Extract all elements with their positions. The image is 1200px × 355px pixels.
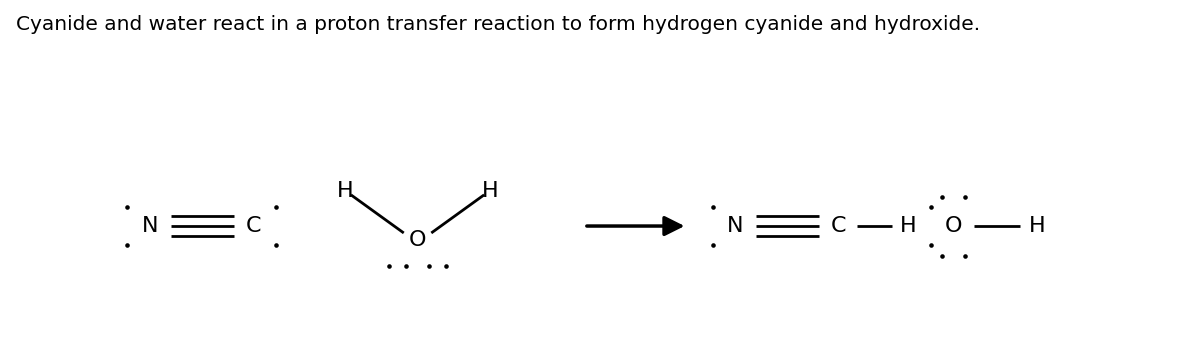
Text: H: H bbox=[481, 181, 498, 201]
Text: Cyanide and water react in a proton transfer reaction to form hydrogen cyanide a: Cyanide and water react in a proton tran… bbox=[16, 15, 979, 34]
Text: H: H bbox=[337, 181, 354, 201]
Text: N: N bbox=[142, 216, 158, 236]
Text: O: O bbox=[946, 216, 962, 236]
Text: O: O bbox=[409, 230, 426, 250]
Text: N: N bbox=[727, 216, 744, 236]
Text: H: H bbox=[1030, 216, 1046, 236]
Text: H: H bbox=[900, 216, 916, 236]
Text: C: C bbox=[832, 216, 847, 236]
Text: C: C bbox=[246, 216, 262, 236]
